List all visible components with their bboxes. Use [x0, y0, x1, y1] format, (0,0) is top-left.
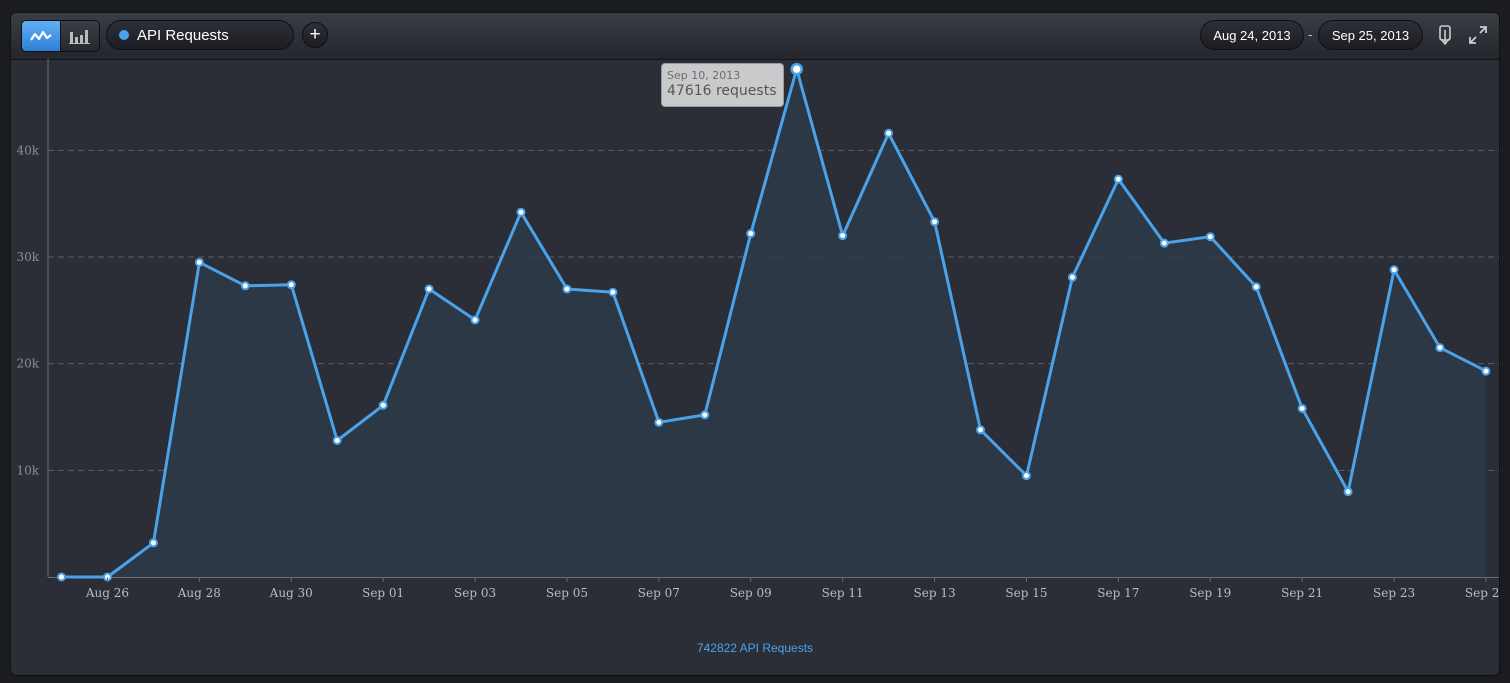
data-point[interactable] [1389, 265, 1399, 275]
x-tick-label: Sep 07 [638, 586, 680, 600]
metric-label: API Requests [137, 26, 229, 44]
data-point[interactable] [1113, 174, 1123, 184]
data-point[interactable] [700, 410, 710, 420]
add-metric-button[interactable]: + [302, 22, 328, 48]
series-color-dot [119, 30, 129, 40]
x-tick-label: Sep 15 [1005, 586, 1047, 600]
x-tick-label: Sep 09 [730, 586, 772, 600]
data-point[interactable] [1251, 282, 1261, 292]
data-point[interactable] [57, 572, 66, 582]
fullscreen-icon[interactable] [1467, 24, 1489, 46]
tooltip-date: Sep 10, 2013 [667, 69, 741, 82]
metric-selector[interactable]: API Requests [106, 20, 294, 50]
data-point[interactable] [838, 231, 848, 241]
x-tick-label: Sep 01 [362, 586, 404, 600]
series-area [61, 69, 1486, 577]
data-point[interactable] [1343, 487, 1353, 497]
data-point[interactable] [654, 417, 664, 427]
bar-chart-icon [69, 30, 90, 44]
line-chart: 10k 20k 30k 40k Aug 26 Aug 28 Aug 30 Sep 01 Sep… [16, 59, 1499, 600]
bar-chart-button[interactable] [60, 21, 99, 51]
data-point[interactable] [424, 284, 434, 294]
highlighted-data-point[interactable] [790, 62, 803, 76]
tooltip-value: 47616 requests [667, 83, 777, 99]
data-point[interactable] [1297, 403, 1307, 413]
x-tick-label: Sep 25 [1465, 586, 1499, 600]
data-point[interactable] [240, 281, 250, 291]
x-tick-label: Sep 05 [546, 586, 588, 600]
y-tick-label: 40k [16, 143, 39, 157]
data-point[interactable] [562, 284, 572, 294]
data-point[interactable] [470, 315, 480, 325]
start-date-picker[interactable]: Aug 24, 2013 [1200, 20, 1304, 50]
data-point[interactable] [1021, 471, 1031, 481]
x-tick-label: Sep 13 [914, 586, 956, 600]
x-tick-label: Sep 19 [1189, 586, 1231, 600]
y-tick-label: 30k [16, 250, 39, 264]
date-range-separator: - [1308, 27, 1313, 42]
data-point[interactable] [194, 257, 204, 267]
data-point[interactable] [332, 435, 342, 445]
x-tick-label: Aug 26 [85, 586, 129, 600]
x-tick-label: Sep 03 [454, 586, 496, 600]
chart-panel: API Requests + Aug 24, 2013 - Sep 25, 20… [10, 12, 1500, 676]
toolbar: API Requests + Aug 24, 2013 - Sep 25, 20… [11, 13, 1499, 60]
data-point[interactable] [1159, 238, 1169, 248]
data-point[interactable] [1481, 366, 1491, 376]
data-point[interactable] [1067, 272, 1077, 282]
y-tick-label: 10k [16, 463, 39, 477]
data-point[interactable] [1205, 232, 1215, 242]
data-point[interactable] [378, 400, 388, 410]
y-tick-label: 20k [16, 357, 39, 371]
data-point[interactable] [286, 280, 296, 290]
total-requests-link[interactable]: 742822 API Requests [696, 641, 814, 655]
data-tooltip: Sep 10, 2013 47616 requests [661, 63, 784, 107]
data-point[interactable] [608, 287, 618, 297]
line-chart-button[interactable] [22, 21, 60, 51]
data-point[interactable] [930, 217, 940, 227]
x-tick-label: Sep 11 [822, 586, 864, 600]
x-tick-label: Sep 17 [1097, 586, 1139, 600]
series-line [61, 67, 1487, 579]
chart-type-toggle [21, 20, 100, 52]
data-point[interactable] [148, 538, 158, 548]
x-tick-label: Aug 28 [177, 586, 221, 600]
x-tick-label: Sep 23 [1373, 586, 1415, 600]
data-point[interactable] [746, 229, 756, 239]
x-tick-label: Sep 21 [1281, 586, 1323, 600]
x-tick-label: Aug 30 [269, 586, 313, 600]
data-point[interactable] [884, 128, 894, 138]
data-point[interactable] [1435, 343, 1445, 353]
data-point[interactable] [516, 207, 526, 217]
line-chart-icon [30, 30, 52, 41]
end-date-picker[interactable]: Sep 25, 2013 [1318, 20, 1423, 50]
download-icon[interactable] [1434, 24, 1456, 46]
data-point[interactable] [976, 425, 985, 435]
